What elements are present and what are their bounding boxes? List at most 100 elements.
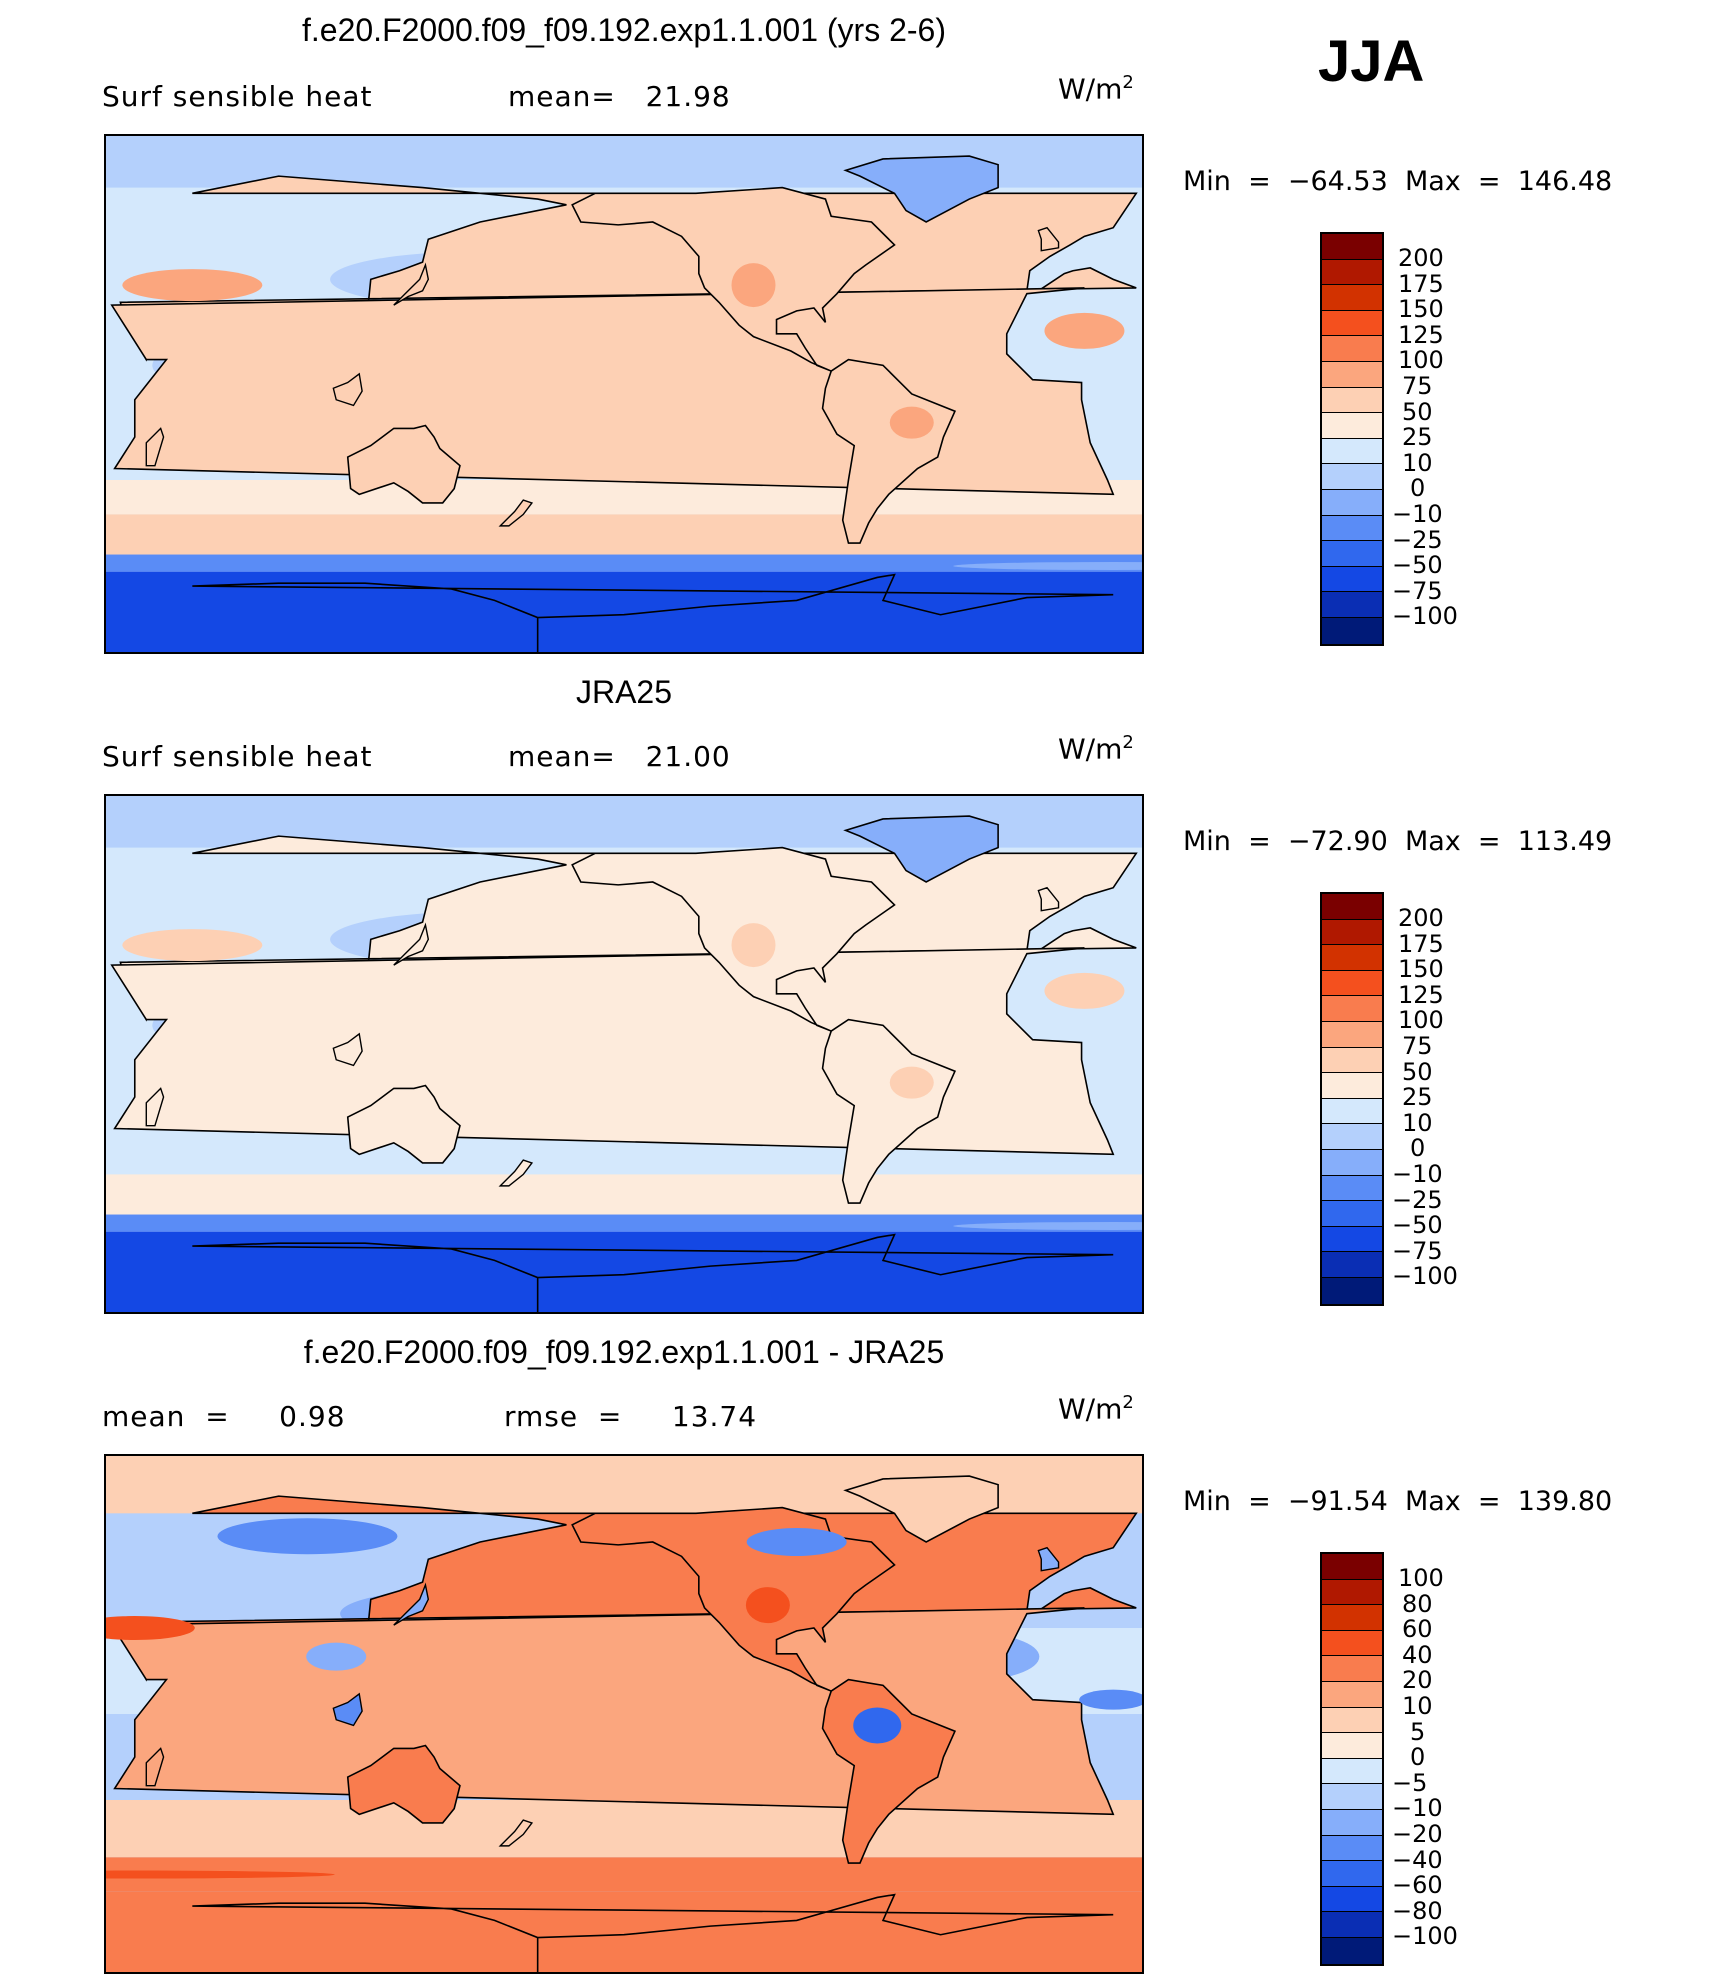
colorbar-tick-label: 175 xyxy=(1398,269,1444,298)
australia-coastline xyxy=(346,1084,461,1164)
colorbar-box xyxy=(1322,1073,1382,1099)
colorbar-tick-label: 60 xyxy=(1402,1615,1433,1644)
colorbar-box xyxy=(1322,1630,1382,1657)
colorbar-box xyxy=(1322,1784,1382,1810)
colorbar-tick-label: 80 xyxy=(1402,1589,1433,1618)
colorbar-box xyxy=(1322,945,1382,971)
colorbar-box xyxy=(1322,1835,1382,1862)
panel-2-colorbar xyxy=(1320,892,1384,1306)
colorbar-tick-label: −10 xyxy=(1392,1794,1443,1823)
colorbar-tick-label: −100 xyxy=(1392,1922,1458,1951)
colorbar-box xyxy=(1322,541,1382,567)
colorbar-tick-label: 10 xyxy=(1402,1108,1433,1137)
colorbar-tick-label: 10 xyxy=(1402,448,1433,477)
central-asia-heat xyxy=(122,269,263,302)
panel-2-units: W/m2 xyxy=(1058,732,1134,766)
colorbar-tick-label: 0 xyxy=(1410,1134,1426,1163)
colorbar-box xyxy=(1322,1707,1382,1734)
south-america-coastline xyxy=(821,1018,957,1204)
colorbar-tick-label: 10 xyxy=(1402,1692,1433,1720)
panel-1-title: f.e20.F2000.f09_f09.192.exp1.1.001 (yrs … xyxy=(302,12,946,48)
colorbar-tick-label: 200 xyxy=(1398,904,1444,932)
antarctica-coastline xyxy=(192,1233,1114,1312)
panel-2-map xyxy=(104,794,1144,1314)
madagascar-coastline xyxy=(145,1087,165,1127)
borneo-coastline xyxy=(332,1032,363,1067)
colorbar-box xyxy=(1322,464,1382,490)
colorbar-tick-label: −75 xyxy=(1392,1236,1443,1265)
colorbar-tick-label: −10 xyxy=(1392,500,1443,528)
greenland-coastline xyxy=(843,1475,999,1543)
colorbar-tick-label: −10 xyxy=(1392,1160,1443,1188)
southern-ocean-stripe xyxy=(953,1222,1142,1230)
colorbar-box xyxy=(1322,387,1382,414)
colorbar-tick-label: −100 xyxy=(1392,1262,1458,1291)
southern-ocean-band xyxy=(106,1174,1142,1215)
borneo-coastline xyxy=(332,372,363,407)
colorbar-tick-label: 50 xyxy=(1402,1057,1433,1086)
new-zealand-coastline xyxy=(498,1819,534,1847)
colorbar-box xyxy=(1322,1605,1382,1631)
colorbar-box xyxy=(1322,1861,1382,1887)
colorbar-box xyxy=(1322,617,1382,644)
colorbar-box xyxy=(1322,894,1382,920)
uk-coastline xyxy=(1037,1546,1060,1572)
southern-ocean-stripe xyxy=(106,1870,335,1879)
southeast-asia-cold xyxy=(306,1642,367,1671)
colorbar-tick-label: 50 xyxy=(1402,397,1433,426)
panel-1-minmax: Min = −64.53 Max = 146.48 xyxy=(1183,166,1613,197)
colorbar-box xyxy=(1322,919,1382,946)
panel-1-variable-label: Surf sensible heat xyxy=(102,80,373,113)
colorbar-tick-label: 75 xyxy=(1402,372,1433,400)
siberia-cold xyxy=(217,1518,398,1555)
colorbar-tick-label: 100 xyxy=(1398,1564,1444,1592)
colorbar-tick-label: −60 xyxy=(1392,1871,1443,1900)
western-us-heat xyxy=(731,263,776,308)
panel-1-map xyxy=(104,134,1144,654)
borneo-coastline xyxy=(332,1692,363,1727)
panel-3-colorbar xyxy=(1320,1552,1384,1966)
colorbar-tick-label: −5 xyxy=(1392,1768,1428,1797)
colorbar-tick-label: 0 xyxy=(1410,474,1426,503)
colorbar-tick-label: 0 xyxy=(1410,1743,1426,1772)
colorbar-tick-label: −25 xyxy=(1392,525,1443,554)
brazil-heat xyxy=(889,1066,934,1099)
southern-ocean-stripe xyxy=(953,562,1142,570)
panel-2-mean-label: mean= 21.00 xyxy=(508,740,731,773)
colorbar-box xyxy=(1322,1886,1382,1913)
colorbar-box xyxy=(1322,1809,1382,1836)
colorbar-box xyxy=(1322,1252,1382,1278)
panel-3-minmax: Min = −91.54 Max = 139.80 xyxy=(1183,1486,1613,1517)
greenland-coastline xyxy=(843,155,999,223)
western-us-heat xyxy=(731,923,776,968)
colorbar-tick-label: −50 xyxy=(1392,1211,1443,1240)
japan-coastline xyxy=(393,1582,430,1626)
madagascar-coastline xyxy=(145,427,165,467)
panel-1-colorbar xyxy=(1320,232,1384,646)
colorbar-tick-label: −75 xyxy=(1392,576,1443,605)
colorbar-box xyxy=(1322,1937,1382,1964)
colorbar-box xyxy=(1322,438,1382,465)
colorbar-tick-label: 100 xyxy=(1398,346,1444,375)
colorbar-tick-label: 150 xyxy=(1398,295,1444,324)
southern-ocean-band xyxy=(106,514,1142,555)
amazon-cold xyxy=(853,1707,902,1744)
panel-3-rmse-label: rmse = 13.74 xyxy=(504,1400,758,1433)
colorbar-tick-label: 40 xyxy=(1402,1640,1433,1669)
antarctica-coastline xyxy=(192,1893,1114,1972)
new-zealand-coastline xyxy=(498,499,534,527)
colorbar-box xyxy=(1322,489,1382,516)
colorbar-tick-label: 25 xyxy=(1402,423,1433,452)
panel-1-units: W/m2 xyxy=(1058,72,1134,106)
colorbar-box xyxy=(1322,515,1382,542)
antarctica-coastline xyxy=(192,573,1114,652)
colorbar-box xyxy=(1322,259,1382,286)
colorbar-tick-label: 125 xyxy=(1398,980,1444,1009)
colorbar-tick-label: −80 xyxy=(1392,1896,1443,1925)
colorbar-box xyxy=(1322,1681,1382,1708)
colorbar-tick-label: 175 xyxy=(1398,929,1444,958)
colorbar-box xyxy=(1322,310,1382,337)
colorbar-box xyxy=(1322,1226,1382,1253)
colorbar-box xyxy=(1322,996,1382,1022)
season-label: JJA xyxy=(1318,29,1425,94)
